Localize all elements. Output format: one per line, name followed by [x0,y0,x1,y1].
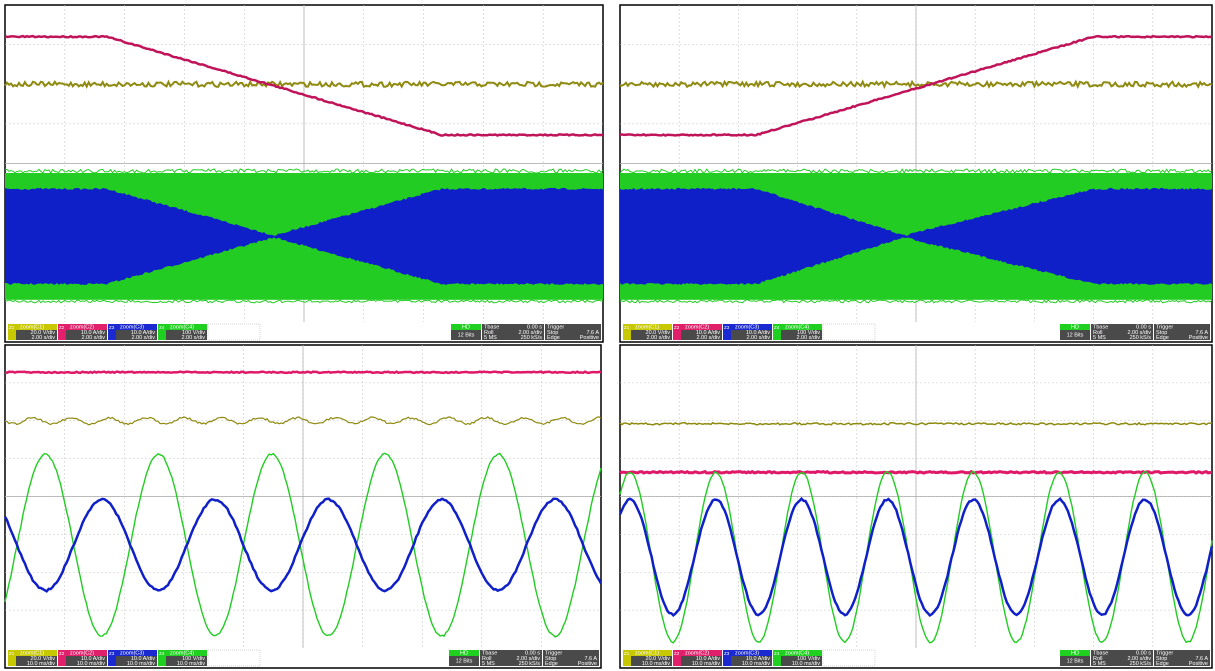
trigger-type: Edge [1156,335,1169,341]
timebase-samples: 5 MS [484,335,497,341]
acq-mode: HD [1071,650,1079,656]
channel-time: 10.0 ms/div [77,661,105,667]
channel-time: 2.00 s/div [796,335,820,341]
acq-bits: 12 Bits [456,658,473,664]
status-blank [823,324,875,340]
channel-time: 10.0 ms/div [127,661,155,667]
channel-time: 2.00 s/div [81,335,105,341]
acq-mode: HD [460,650,468,656]
channel-time: 2.00 s/div [31,335,55,341]
timebase-rate: 250 kS/s [521,335,543,341]
channel-tab-label: Z1 [624,651,630,656]
channel-tab-label: Z4 [159,651,165,656]
channel-tab-label: Z4 [159,325,165,330]
status-blank [208,324,260,340]
channel-tab-label: Z3 [109,325,115,330]
timebase-rate: 250 kS/s [1130,661,1152,667]
channel-tab-label: Z3 [724,651,730,656]
acq-bits: 12 Bits [1067,332,1084,338]
channel-tab-label: Z2 [59,325,65,330]
channel-tab-label: Z1 [9,325,15,330]
channel-tab-label: Z3 [724,325,730,330]
status-blank [208,650,260,666]
channel-tab-label: Z3 [109,651,115,656]
timebase-samples: 5 MS [1093,661,1106,667]
scope-panel: Z1zoom(C1)20.0 V/div10.0 ms/divZ2zoom(C2… [620,345,1212,668]
channel-time: 2.00 s/div [131,335,155,341]
red-trace [5,372,601,373]
channel-time: 10.0 ms/div [642,661,670,667]
channel-tab-label: Z2 [674,325,680,330]
timebase-rate: 250 kS/s [519,661,541,667]
channel-tab-label: Z2 [59,651,65,656]
channel-time: 10.0 ms/div [742,661,770,667]
trigger-slope: Positive [580,335,599,341]
channel-time: 10.0 ms/div [27,661,55,667]
channel-time: 10.0 ms/div [692,661,720,667]
acq-mode: HD [1071,324,1079,330]
channel-time: 2.00 s/div [746,335,770,341]
channel-time: 10.0 ms/div [177,661,205,667]
acq-bits: 12 Bits [1067,658,1084,664]
timebase-rate: 250 kS/s [1130,335,1152,341]
trigger-slope: Positive [1189,661,1208,667]
timebase-samples: 5 MS [1093,335,1106,341]
channel-tab-label: Z4 [774,325,780,330]
screenshot: Z1zoom(C1)20.0 V/div2.00 s/divZ2zoom(C2)… [0,0,1215,671]
trigger-type: Edge [1156,661,1169,667]
channel-tab-label: Z1 [9,651,15,656]
channel-tab-label: Z1 [624,325,630,330]
timebase-samples: 5 MS [482,661,495,667]
channel-time: 10.0 ms/div [792,661,820,667]
channel-time: 2.00 s/div [696,335,720,341]
acq-bits: 12 Bits [458,332,475,338]
channel-time: 2.00 s/div [181,335,205,341]
channel-tab-label: Z4 [774,651,780,656]
acq-mode: HD [462,324,470,330]
red-trace [620,472,1212,474]
trigger-slope: Positive [1189,335,1208,341]
trigger-type: Edge [545,661,558,667]
trigger-type: Edge [547,335,560,341]
channel-tab-label: Z2 [674,651,680,656]
trigger-slope: Positive [578,661,597,667]
channel-time: 2.00 s/div [646,335,670,341]
status-blank [823,650,875,666]
scope-panel: Z1zoom(C1)20.0 V/div2.00 s/divZ2zoom(C2)… [5,5,603,342]
